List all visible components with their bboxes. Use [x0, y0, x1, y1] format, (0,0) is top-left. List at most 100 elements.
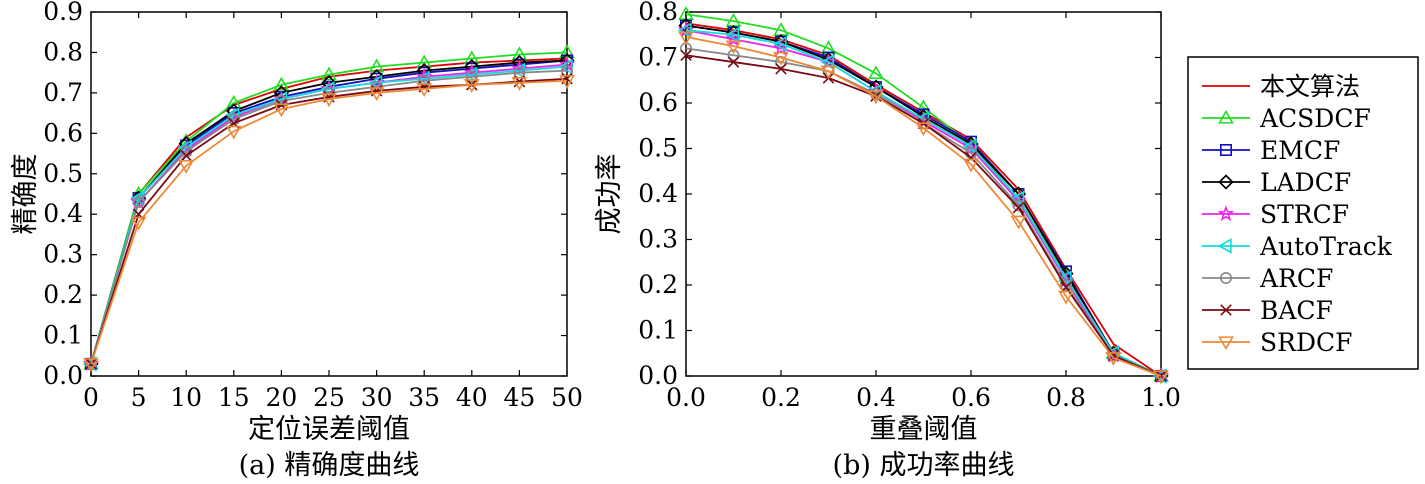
legend-marker	[1218, 174, 1234, 190]
legend-item-autotrack: AutoTrack	[1202, 232, 1393, 261]
series-line	[90, 51, 568, 365]
data-point-marker	[320, 80, 335, 97]
data-point-marker	[180, 149, 192, 162]
legend-label: 本文算法	[1260, 72, 1360, 101]
legend-label: STRCF	[1260, 200, 1349, 229]
series-line	[90, 65, 568, 365]
y-tick-label: 0.5	[43, 159, 83, 188]
data-point-marker	[465, 70, 478, 83]
x-tick-label: 5	[131, 383, 147, 412]
data-point-marker	[511, 77, 528, 91]
legend-marker	[1220, 304, 1232, 316]
legend-item-bacf: BACF	[1202, 296, 1333, 325]
data-point-marker	[1010, 190, 1025, 207]
y-tick-label: 0.8	[638, 0, 678, 26]
legend-label: AutoTrack	[1259, 232, 1393, 261]
data-point-marker	[416, 83, 433, 97]
x-tick-label: 50	[551, 383, 583, 412]
y-tick-label: 0.4	[43, 199, 83, 228]
x-tick-label: 10	[170, 383, 202, 412]
data-point-marker	[725, 40, 742, 55]
legend-marker	[1220, 144, 1233, 157]
legend-item-arcf: ARCF	[1202, 264, 1333, 293]
x-tick-label: 20	[265, 383, 297, 412]
y-tick-label: 0.3	[638, 225, 678, 254]
y-tick-label: 0.0	[43, 361, 83, 390]
data-point-marker	[962, 138, 977, 155]
legend-marker	[1217, 238, 1232, 254]
data-point-marker	[275, 94, 288, 107]
series-srdcf	[678, 31, 1169, 385]
legend-label: BACF	[1260, 296, 1333, 325]
y-tick-label: 0.2	[43, 280, 83, 309]
series-line	[90, 79, 568, 365]
x-axis-label: 定位误差阈值	[248, 414, 410, 445]
data-point-marker	[321, 93, 337, 108]
x-tick-label: 0.2	[761, 383, 801, 412]
data-point-marker	[820, 65, 837, 80]
legend: 本文算法 ACSDCF EMCF LADCF STRCF AutoTrack ARCF BAC…	[1187, 56, 1419, 370]
data-point-marker	[321, 66, 337, 81]
series-line	[685, 36, 1162, 377]
legend-item-srdcf: SRDCF	[1202, 328, 1352, 357]
data-point-marker	[1060, 278, 1073, 291]
y-tick-label: 0.4	[638, 179, 678, 208]
data-point-marker	[227, 113, 240, 126]
data-point-marker	[678, 31, 694, 46]
legend-label: EMCF	[1260, 136, 1340, 165]
x-tick-label: 30	[361, 383, 393, 412]
data-point-marker	[368, 58, 385, 73]
data-point-marker	[1153, 370, 1169, 385]
data-point-marker	[463, 79, 480, 93]
x-tick-label: 0	[83, 383, 99, 412]
data-point-marker	[368, 87, 385, 102]
y-tick-label: 0.6	[638, 88, 678, 117]
legend-label: ARCF	[1259, 264, 1333, 293]
data-point-marker	[225, 107, 240, 124]
legend-item-strcf: STRCF	[1202, 200, 1349, 229]
data-point-marker	[1105, 352, 1122, 366]
series-line	[685, 29, 1162, 377]
x-axis-label: 重叠阈值	[870, 414, 978, 445]
series-srdcf	[83, 75, 575, 372]
data-point-marker	[963, 158, 979, 173]
legend-box	[1187, 56, 1419, 370]
x-tick-label: 35	[408, 383, 440, 412]
data-point-marker	[130, 216, 147, 231]
x-tick-label: 0.8	[1046, 383, 1086, 412]
data-point-marker	[868, 90, 884, 105]
data-point-marker	[680, 49, 692, 61]
data-point-marker	[775, 63, 787, 75]
y-tick-label: 0.0	[638, 361, 678, 390]
x-tick-label: 0.0	[666, 383, 706, 412]
y-axis-label: 成功率	[594, 154, 625, 235]
x-tick-label: 0.6	[951, 383, 991, 412]
y-tick-label: 0.1	[638, 316, 678, 345]
data-point-marker	[725, 26, 740, 43]
data-point-marker	[83, 358, 99, 372]
legend-item-emcf: EMCF	[1202, 136, 1340, 165]
y-tick-label: 0.8	[43, 37, 83, 66]
precision-chart: 0 5 10 15 20 25 30 35 40 45 50 0.0 0.1 0.2 0.3 0.4 0.5 0.…	[10, 0, 583, 481]
data-point-marker	[1012, 201, 1025, 214]
data-point-marker	[677, 22, 692, 39]
x-tick-label: 1.0	[1141, 383, 1181, 412]
y-tick-label: 0.9	[43, 0, 83, 26]
x-tick-label: 0.4	[856, 383, 896, 412]
data-point-marker	[132, 196, 145, 209]
legend-marker	[1217, 205, 1235, 222]
data-point-marker	[868, 65, 884, 80]
data-point-marker	[1010, 215, 1027, 230]
legend-label: LADCF	[1260, 168, 1351, 197]
data-point-marker	[772, 35, 787, 52]
y-tick-label: 0.7	[638, 43, 678, 72]
legend-marker	[1218, 109, 1234, 124]
x-tick-label: 40	[456, 383, 488, 412]
data-point-marker	[273, 103, 290, 118]
y-tick-label: 0.7	[43, 78, 83, 107]
chart-caption: (b) 成功率曲线	[833, 450, 1015, 481]
series-line	[90, 69, 568, 365]
data-point-marker	[915, 122, 932, 137]
success-rate-chart: 0.0 0.2 0.4 0.6 0.8 1.0 0.0 0.1 0.2 0.3 0.4 0.5 0.6 0…	[594, 0, 1181, 481]
